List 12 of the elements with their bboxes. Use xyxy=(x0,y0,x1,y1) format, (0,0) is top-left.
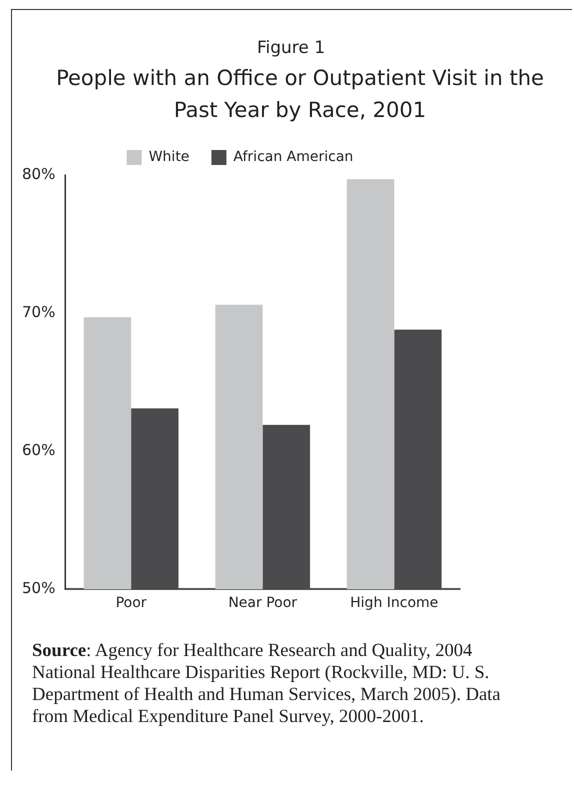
chart-subtitle: Figure 1 xyxy=(256,38,326,58)
x-tick-label: Poor xyxy=(116,595,147,612)
x-tick-label: High Income xyxy=(350,595,438,612)
legend-label: African American xyxy=(233,149,354,166)
chart-title: People with an Office or Outpatient Visit in the Past Year by Race, 2001 xyxy=(55,65,545,124)
y-tick-label: 80% xyxy=(22,164,56,183)
source-note: Source: Agency for Healthcare Research and Quality, 2004 National Healthcare Disparities Report (Rockville, MD: U. S. Department of Health and Human Services, March 2005). Data from Medical Expenditure Panel Survey, 2000-2001. xyxy=(32,640,502,728)
y-tick-label: 70% xyxy=(22,302,56,321)
y-tick-label: 50% xyxy=(22,579,56,598)
legend-label: White xyxy=(148,149,190,166)
y-tick-label: 60% xyxy=(22,441,56,460)
x-tick-label: Near Poor xyxy=(228,595,298,612)
